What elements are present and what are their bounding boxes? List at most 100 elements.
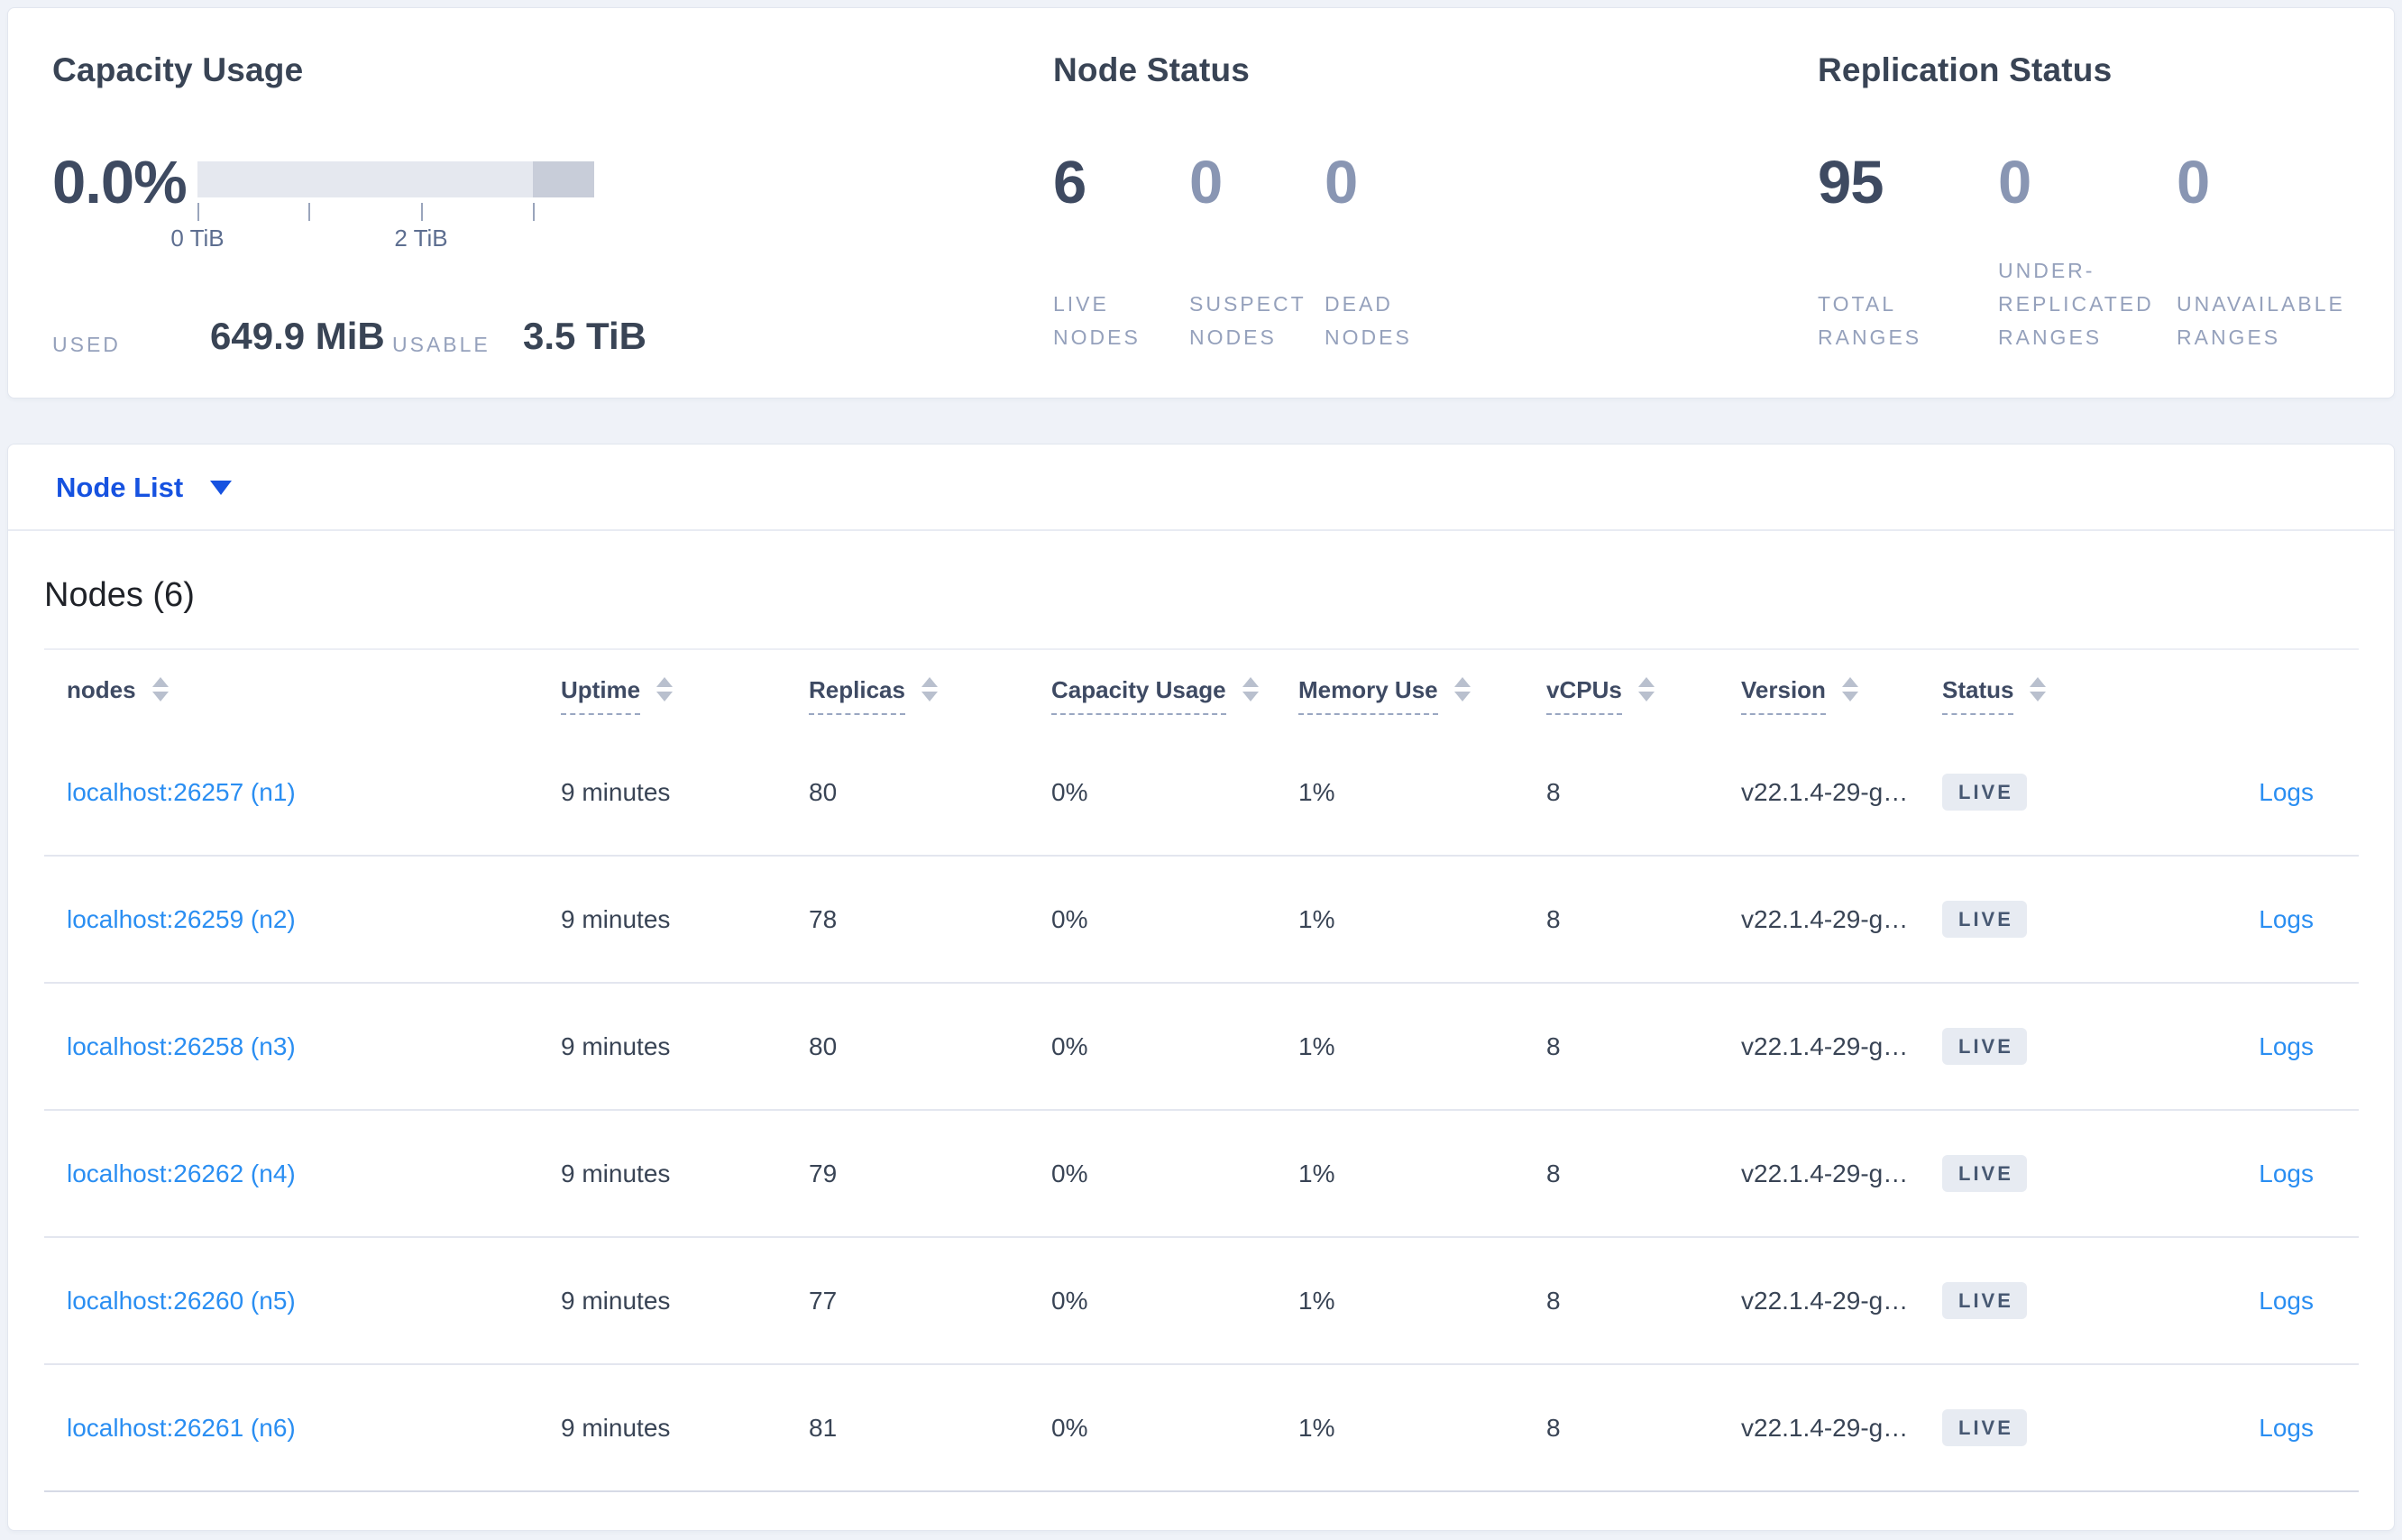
logs-cell: Logs xyxy=(2122,778,2314,807)
memory-cell: 1% xyxy=(1298,1286,1335,1315)
under-replicated-ranges-count: 0 xyxy=(1998,149,2031,216)
view-selector-label[interactable]: Node List xyxy=(56,472,184,503)
replicas-cell: 80 xyxy=(809,777,838,806)
memory-cell: 1% xyxy=(1298,777,1335,806)
gauge-tick xyxy=(308,203,310,221)
column-header-replicas[interactable]: Replicas xyxy=(809,676,1051,715)
sort-icon[interactable] xyxy=(921,676,938,703)
unavailable-ranges-count: 0 xyxy=(2177,149,2210,216)
suspect-nodes-count: 0 xyxy=(1189,149,1223,216)
cluster-summary-card: Capacity Usage 0.0% 0 TiB 2 TiB USED 649… xyxy=(7,7,2395,399)
sort-icon[interactable] xyxy=(1637,676,1655,703)
uptime-cell: 9 minutes xyxy=(561,777,671,806)
table-row: localhost:26261 (n6) 9 minutes 81 0% 1% … xyxy=(44,1365,2359,1492)
total-ranges-label: TOTAL RANGES xyxy=(1818,292,1922,349)
table-row: localhost:26262 (n4) 9 minutes 79 0% 1% … xyxy=(44,1111,2359,1238)
sort-icon[interactable] xyxy=(1242,676,1259,703)
column-header-label[interactable]: Memory Use xyxy=(1298,676,1438,715)
caret-down-icon xyxy=(210,481,233,495)
logs-cell: Logs xyxy=(2122,1287,2314,1315)
column-header-label[interactable]: nodes xyxy=(67,675,136,703)
column-header-vcpus[interactable]: vCPUs xyxy=(1546,676,1741,715)
node-link[interactable]: localhost:26257 (n1) xyxy=(67,777,296,806)
logs-cell: Logs xyxy=(2122,1160,2314,1188)
status-badge: LIVE xyxy=(1942,1409,2027,1446)
replicas-cell: 81 xyxy=(809,1413,838,1442)
node-address-cell: localhost:26262 (n4) xyxy=(67,1160,561,1188)
node-address-cell: localhost:26259 (n2) xyxy=(67,905,561,934)
node-link[interactable]: localhost:26258 (n3) xyxy=(67,1031,296,1060)
vcpus-cell: 8 xyxy=(1546,904,1561,933)
node-status-title: Node Status xyxy=(1053,51,1251,88)
logs-link[interactable]: Logs xyxy=(2259,1031,2314,1060)
replicas-cell: 80 xyxy=(809,1031,838,1060)
dead-nodes-label: DEAD NODES xyxy=(1325,292,1412,349)
status-cell: LIVE xyxy=(1942,1155,2122,1192)
node-address-cell: localhost:26258 (n3) xyxy=(67,1032,561,1061)
sort-icon[interactable] xyxy=(1453,676,1471,703)
column-header-label[interactable]: Capacity Usage xyxy=(1051,676,1226,715)
node-link[interactable]: localhost:26259 (n2) xyxy=(67,904,296,933)
vcpus-cell: 8 xyxy=(1546,1031,1561,1060)
live-nodes-label: LIVE NODES xyxy=(1053,292,1141,349)
uptime-cell: 9 minutes xyxy=(561,1286,671,1315)
column-header-label[interactable]: Replicas xyxy=(809,676,905,715)
status-cell: LIVE xyxy=(1942,1409,2122,1446)
node-link[interactable]: localhost:26262 (n4) xyxy=(67,1159,296,1187)
dead-nodes-count: 0 xyxy=(1325,149,1358,216)
vcpus-cell: 8 xyxy=(1546,777,1561,806)
column-header-memory-use[interactable]: Memory Use xyxy=(1298,676,1546,715)
capacity-cell: 0% xyxy=(1051,1286,1088,1315)
column-header-nodes[interactable]: nodes xyxy=(67,676,561,704)
node-link[interactable]: localhost:26261 (n6) xyxy=(67,1413,296,1442)
column-header-capacity-usage[interactable]: Capacity Usage xyxy=(1051,676,1298,715)
node-list-card: Node List Nodes (6) nodes Uptime Replica… xyxy=(7,444,2395,1531)
capacity-cell: 0% xyxy=(1051,1031,1088,1060)
sort-icon[interactable] xyxy=(1841,676,1858,703)
version-cell: v22.1.4-29-g… xyxy=(1741,1159,1909,1187)
used-value: 649.9 MiB xyxy=(210,315,385,357)
sort-icon[interactable] xyxy=(151,676,169,703)
table-row: localhost:26258 (n3) 9 minutes 80 0% 1% … xyxy=(44,984,2359,1111)
sort-icon[interactable] xyxy=(656,676,674,703)
node-address-cell: localhost:26257 (n1) xyxy=(67,778,561,807)
node-link[interactable]: localhost:26260 (n5) xyxy=(67,1286,296,1315)
sort-icon[interactable] xyxy=(2030,676,2047,703)
uptime-cell: 9 minutes xyxy=(561,1159,671,1187)
capacity-cell: 0% xyxy=(1051,777,1088,806)
total-ranges-count: 95 xyxy=(1818,149,1884,216)
node-address-cell: localhost:26260 (n5) xyxy=(67,1287,561,1315)
table-header-row: nodes Uptime Replicas Capacity Usage Mem… xyxy=(44,648,2359,729)
memory-cell: 1% xyxy=(1298,904,1335,933)
replication-status-title: Replication Status xyxy=(1818,51,2113,88)
capacity-usage-title: Capacity Usage xyxy=(52,51,304,88)
status-badge: LIVE xyxy=(1942,1028,2027,1065)
column-header-label[interactable]: Uptime xyxy=(561,676,641,715)
column-header-label[interactable]: Status xyxy=(1942,676,2014,715)
column-header-status[interactable]: Status xyxy=(1942,676,2122,715)
view-selector-dropdown[interactable]: Node List xyxy=(56,466,233,509)
column-header-label[interactable]: vCPUs xyxy=(1546,676,1622,715)
logs-link[interactable]: Logs xyxy=(2259,1286,2314,1315)
divider xyxy=(8,529,2394,531)
memory-cell: 1% xyxy=(1298,1031,1335,1060)
capacity-cell: 0% xyxy=(1051,904,1088,933)
gauge-tick xyxy=(421,203,423,221)
status-badge: LIVE xyxy=(1942,774,2027,811)
table-row: localhost:26259 (n2) 9 minutes 78 0% 1% … xyxy=(44,857,2359,984)
gauge-tick xyxy=(197,203,199,221)
logs-link[interactable]: Logs xyxy=(2259,777,2314,806)
version-cell: v22.1.4-29-g… xyxy=(1741,777,1909,806)
logs-link[interactable]: Logs xyxy=(2259,1413,2314,1442)
status-cell: LIVE xyxy=(1942,1282,2122,1319)
column-header-version[interactable]: Version xyxy=(1741,676,1942,715)
logs-link[interactable]: Logs xyxy=(2259,1159,2314,1187)
column-header-label[interactable]: Version xyxy=(1741,676,1826,715)
logs-link[interactable]: Logs xyxy=(2259,904,2314,933)
gauge-tick-label-0: 0 TiB xyxy=(170,225,225,252)
version-cell: v22.1.4-29-g… xyxy=(1741,1031,1909,1060)
status-cell: LIVE xyxy=(1942,774,2122,811)
column-header-uptime[interactable]: Uptime xyxy=(561,676,809,715)
used-label: USED xyxy=(52,333,121,356)
version-cell: v22.1.4-29-g… xyxy=(1741,1286,1909,1315)
